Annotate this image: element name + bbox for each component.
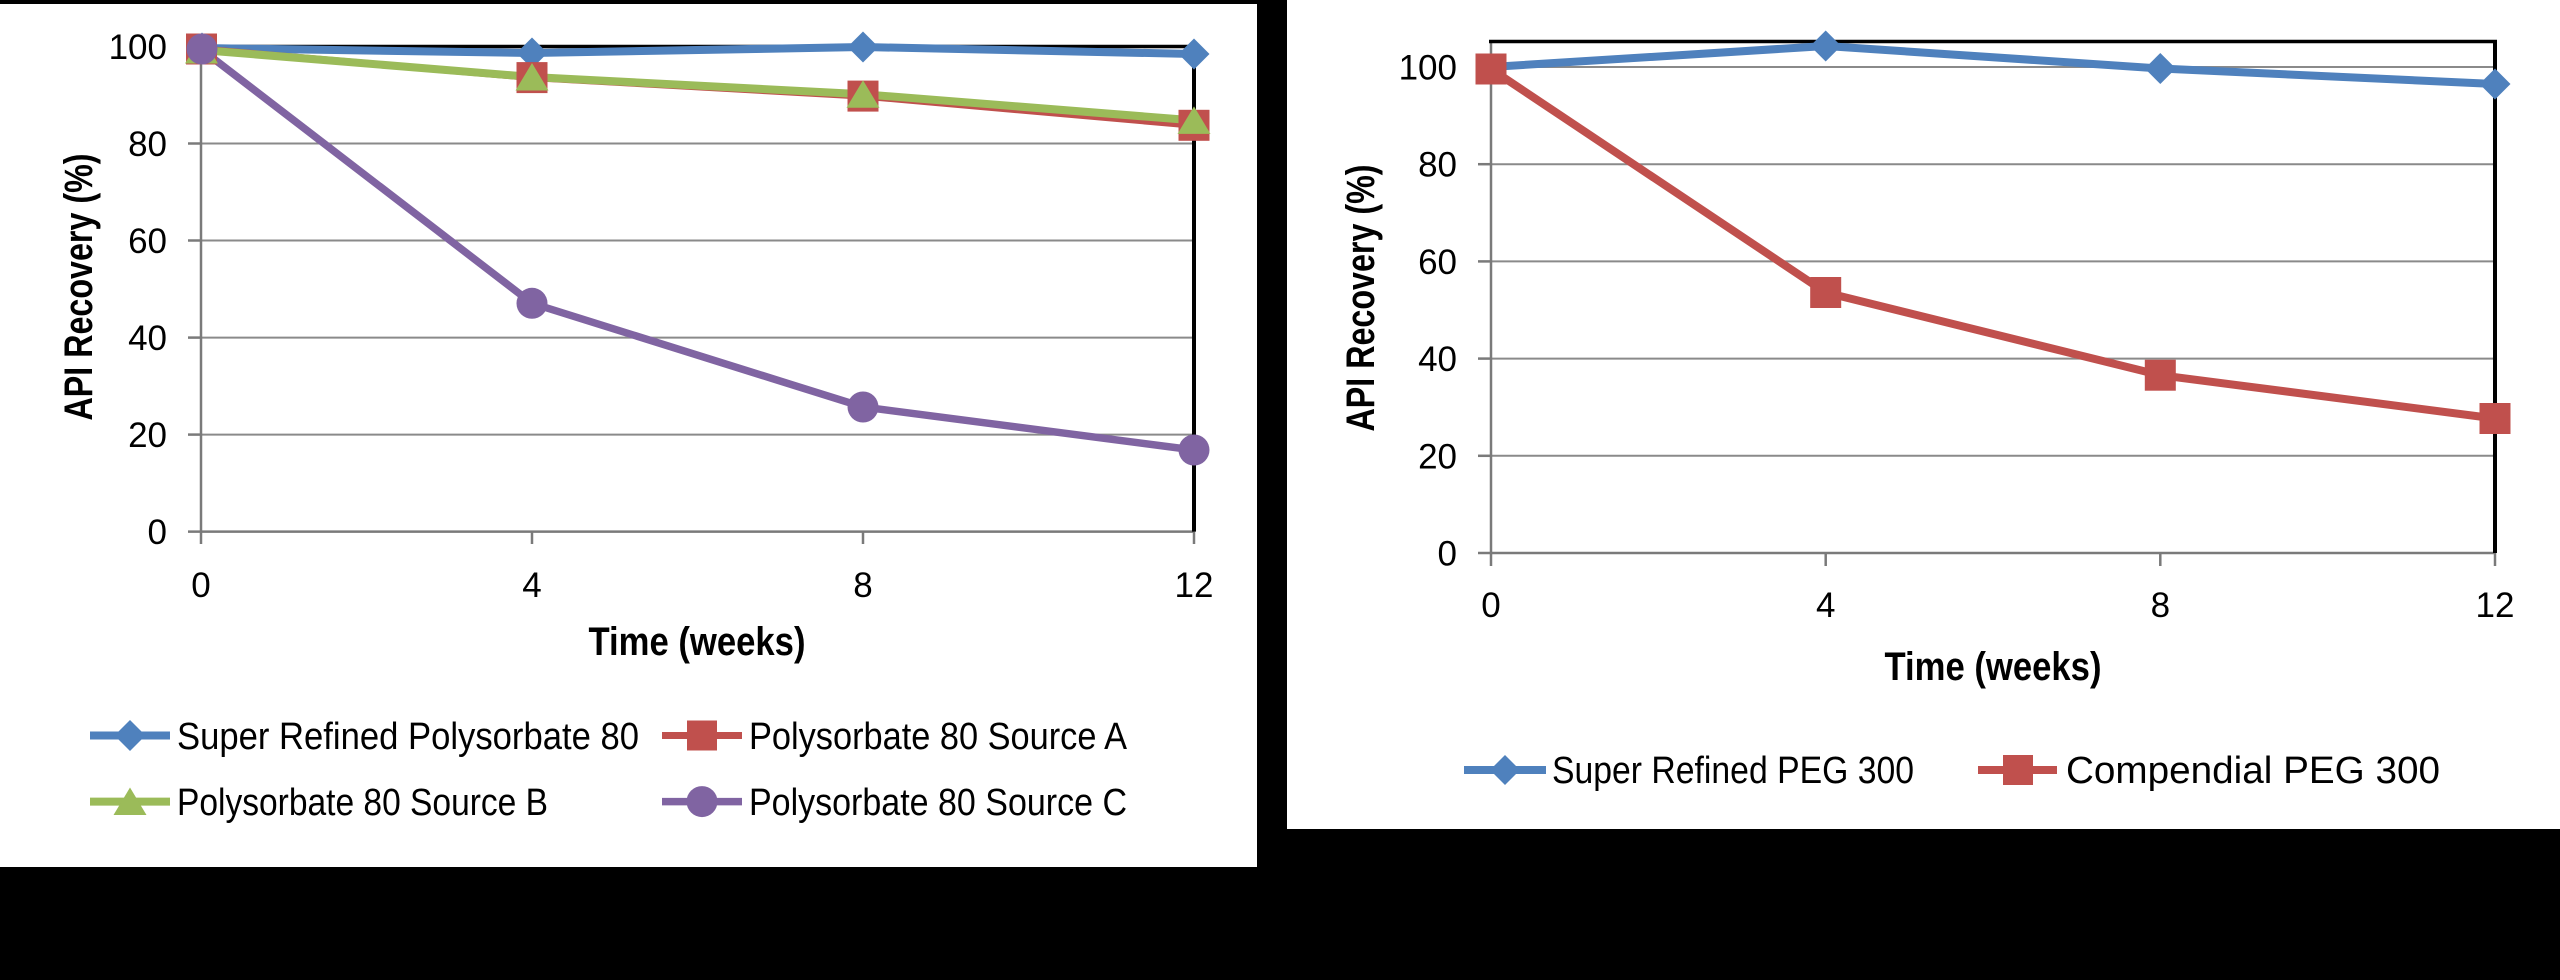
svg-text:Polysorbate 80 Source C: Polysorbate 80 Source C: [749, 782, 1127, 824]
svg-text:4: 4: [522, 566, 541, 605]
svg-text:20: 20: [1418, 437, 1457, 476]
svg-text:100: 100: [109, 28, 167, 67]
svg-text:4: 4: [1816, 586, 1835, 625]
svg-text:Super Refined PEG 300: Super Refined PEG 300: [1552, 750, 1914, 792]
svg-text:API Recovery (%): API Recovery (%): [1339, 165, 1383, 432]
svg-text:Time (weeks): Time (weeks): [589, 620, 806, 664]
svg-text:API Recovery (%): API Recovery (%): [57, 154, 101, 421]
svg-text:Time (weeks): Time (weeks): [1885, 645, 2102, 689]
svg-text:0: 0: [191, 566, 210, 605]
svg-text:Polysorbate 80 Source B: Polysorbate 80 Source B: [177, 782, 548, 824]
svg-text:12: 12: [2476, 586, 2515, 625]
svg-text:20: 20: [128, 416, 167, 455]
svg-text:60: 60: [1418, 243, 1457, 282]
svg-text:Polysorbate 80 Source A: Polysorbate 80 Source A: [749, 716, 1128, 758]
svg-text:0: 0: [1481, 586, 1500, 625]
svg-text:0: 0: [1438, 535, 1457, 574]
svg-text:8: 8: [853, 566, 872, 605]
svg-text:100: 100: [1399, 49, 1457, 88]
svg-text:0: 0: [148, 513, 167, 552]
svg-text:60: 60: [128, 222, 167, 261]
svg-text:8: 8: [2151, 586, 2170, 625]
svg-text:40: 40: [128, 319, 167, 358]
svg-text:40: 40: [1418, 340, 1457, 379]
svg-text:12: 12: [1175, 566, 1214, 605]
svg-text:80: 80: [128, 125, 167, 164]
svg-text:Super Refined Polysorbate 80: Super Refined Polysorbate 80: [177, 716, 639, 758]
svg-text:80: 80: [1418, 146, 1457, 185]
svg-text:Compendial PEG 300: Compendial PEG 300: [2066, 750, 2440, 792]
